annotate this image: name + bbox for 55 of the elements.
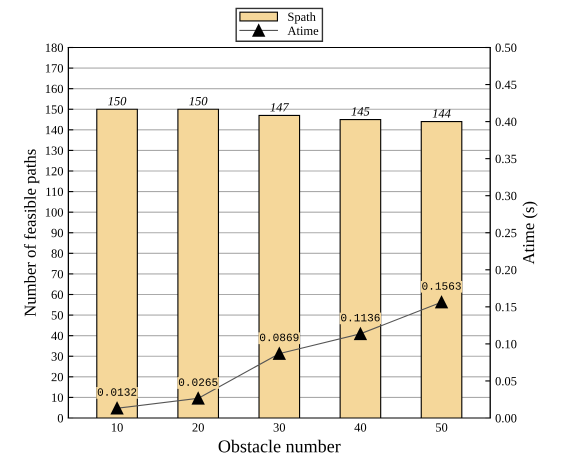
y-tick-label: 120 <box>46 167 64 176</box>
data-label: 0.1136 <box>341 314 380 322</box>
legend-label: Atime <box>288 26 318 35</box>
data-label: 147 <box>270 103 290 112</box>
point <box>110 402 124 414</box>
y-tick-label: 170 <box>46 64 64 73</box>
y-tick-label: 40 <box>51 332 64 340</box>
y2-tick-label: 0.45 <box>496 80 516 90</box>
y-tick-label: 130 <box>46 146 64 155</box>
y2-tick-label: 0.50 <box>496 44 516 52</box>
y-tick-label: 70 <box>52 270 64 278</box>
y-tick-label: 50 <box>52 311 64 320</box>
y-tick-label: 150 <box>46 105 64 114</box>
data-label: 0.0132 <box>98 388 136 396</box>
y-tick-label: 20 <box>52 372 64 382</box>
y-tick-label: 140 <box>46 126 64 134</box>
point <box>354 328 367 340</box>
point <box>435 296 448 308</box>
y2-tick-label: 0.35 <box>496 154 516 164</box>
point <box>273 347 286 360</box>
data-label: 150 <box>108 96 126 106</box>
y-tick-label: 110 <box>46 188 64 196</box>
x-tick-label: 50 <box>436 423 448 432</box>
data-label: 0.0265 <box>178 378 218 386</box>
y2-tick-label: 0.20 <box>496 266 516 274</box>
y-tick-label: 100 <box>46 208 64 217</box>
y2-tick-label: 0.30 <box>496 192 516 200</box>
y-tick-label: 180 <box>46 44 64 52</box>
y-axis-title: Number of feasible paths <box>24 149 40 316</box>
x-tick-label: 10 <box>112 423 123 432</box>
y-tick-label: 0 <box>58 414 64 422</box>
x-tick-label: 30 <box>274 423 286 432</box>
y-tick-label: 90 <box>51 228 64 238</box>
y-tick-label: 80 <box>52 249 64 258</box>
y2-tick-label: 0.00 <box>496 414 516 423</box>
point <box>192 392 204 405</box>
y2-tick-label: 0.10 <box>496 340 516 348</box>
y2-tick-label: 0.15 <box>496 302 516 312</box>
x-axis-title: Obstacle number <box>218 440 341 452</box>
y-tick-label: 10 <box>52 393 64 402</box>
x-tick-label: 40 <box>354 423 366 432</box>
data-label: 0.0869 <box>260 334 299 342</box>
y2-axis-title: Atime (s) <box>522 202 538 264</box>
legend-label: Spath <box>288 12 316 24</box>
y2-tick-label: 0.05 <box>496 376 516 386</box>
data-label: 150 <box>189 96 208 106</box>
y2-tick-label: 0.25 <box>496 228 516 238</box>
y-tick-label: 30 <box>52 352 64 361</box>
data-label: 0.1563 <box>422 282 461 290</box>
y-tick-label: 60 <box>52 290 64 299</box>
data-label: 145 <box>351 107 370 116</box>
y2-tick-label: 0.40 <box>496 118 516 126</box>
x-tick-label: 20 <box>192 423 204 432</box>
data-label: 144 <box>432 109 451 118</box>
y-tick-label: 160 <box>46 84 64 94</box>
